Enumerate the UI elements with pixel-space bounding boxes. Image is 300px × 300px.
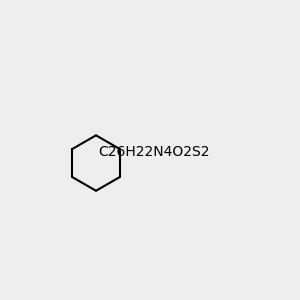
Text: C26H22N4O2S2: C26H22N4O2S2 xyxy=(98,145,209,158)
